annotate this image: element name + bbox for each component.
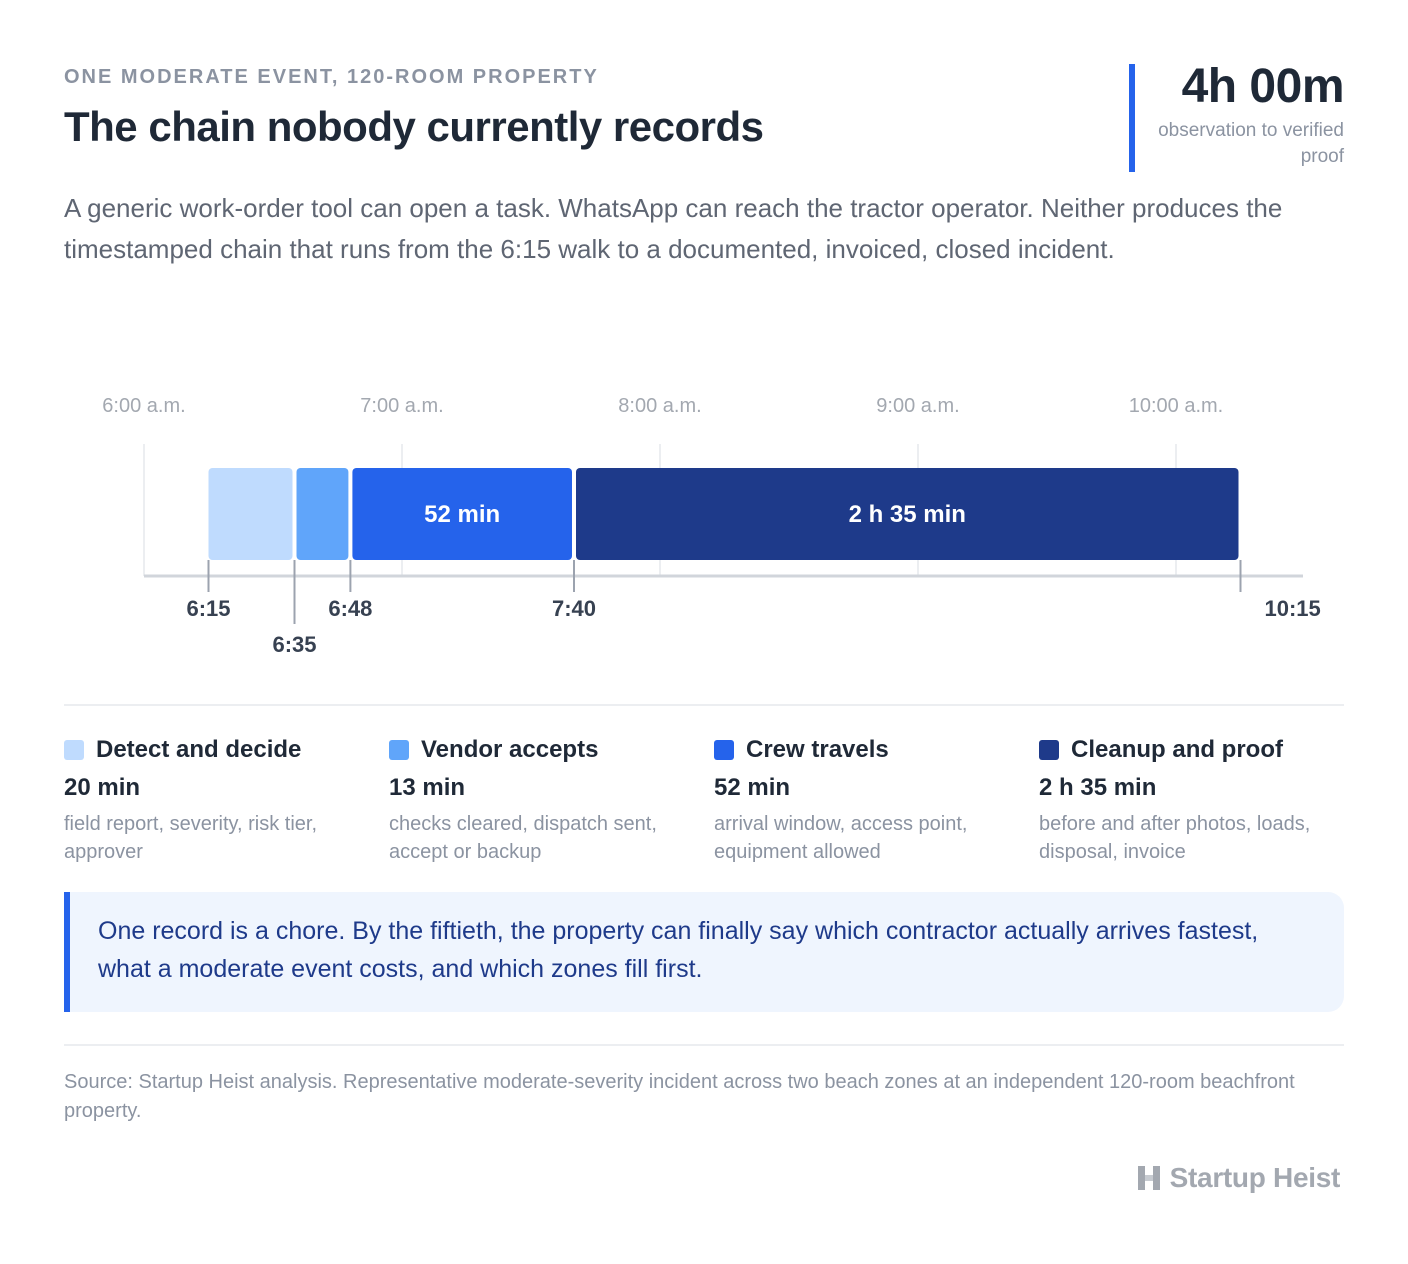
timeline-bar — [352, 468, 572, 560]
lede: A generic work-order tool can open a tas… — [64, 193, 1283, 264]
legend-duration: 52 min — [714, 774, 791, 801]
legend-head: Detect and decide — [64, 736, 389, 764]
bar-data-label: 2 h 35 min — [849, 501, 966, 528]
bar-data-label: 52 min — [424, 501, 500, 528]
legend-item: Vendor accepts 13 min checks cleared, di… — [389, 736, 714, 866]
legend-name: Crew travels — [746, 736, 889, 763]
legend-head: Vendor accepts — [389, 736, 714, 764]
axis-tick-label: 6:00 a.m. — [102, 395, 185, 417]
divider-bottom — [64, 1044, 1344, 1046]
axis-tick-label: 10:00 a.m. — [1129, 395, 1224, 417]
startup-heist-logo-icon — [1137, 1166, 1160, 1190]
legend-head: Crew travels — [714, 736, 1039, 764]
boundary-time-label: 6:15 — [186, 596, 230, 621]
legend-desc: before and after photos, loads, disposal… — [1039, 813, 1311, 863]
divider-top — [64, 704, 1344, 706]
boundary-time-label: 10:15 — [1265, 596, 1321, 621]
legend-name: Vendor accepts — [421, 736, 599, 763]
legend-head: Cleanup and proof — [1039, 736, 1364, 764]
timeline-bar — [296, 468, 349, 560]
boundary-time-label: 7:40 — [552, 596, 596, 621]
source-note: Source: Startup Heist analysis. Represen… — [64, 1071, 1295, 1122]
stat-value: 4h 00m — [1181, 60, 1345, 113]
axis-tick-label: 7:00 a.m. — [360, 395, 443, 417]
legend-name: Cleanup and proof — [1071, 736, 1283, 763]
legend-item: Crew travels 52 min arrival window, acce… — [714, 736, 1039, 866]
callout: One record is a chore. By the fiftieth, … — [64, 892, 1344, 1012]
legend-name: Detect and decide — [96, 736, 302, 763]
timeline-bar — [208, 468, 293, 560]
eyebrow: ONE MODERATE EVENT, 120-ROOM PROPERTY — [64, 66, 599, 88]
legend-duration: 20 min — [64, 774, 141, 801]
stat-caption: observation to verified proof — [1158, 120, 1344, 167]
boundary-time-label: 6:35 — [272, 632, 316, 657]
axis-tick-label: 9:00 a.m. — [876, 395, 959, 417]
legend-desc: arrival window, access point, equipment … — [714, 813, 968, 863]
brand: Startup Heist — [1136, 1162, 1340, 1194]
timeline-chart: 6:00 a.m. 7:00 a.m. 8:00 a.m. 9:00 a.m. 10:0… — [102, 395, 1321, 657]
boundary-time-label: 6:48 — [328, 596, 372, 621]
headline-stat: 4h 00m observation to verified proof — [1129, 60, 1345, 172]
legend-swatch — [64, 740, 84, 760]
legend-item: Cleanup and proof 2 h 35 min before and … — [1039, 736, 1364, 866]
brand-name: Startup Heist — [1169, 1162, 1341, 1193]
legend-duration: 13 min — [389, 774, 466, 801]
legend-duration: 2 h 35 min — [1039, 774, 1157, 801]
legend: Detect and decide 20 min field report, s… — [64, 736, 1364, 866]
legend-desc: checks cleared, dispatch sent, accept or… — [389, 813, 657, 863]
legend-swatch — [389, 740, 409, 760]
timeline-bar — [576, 468, 1239, 560]
legend-swatch — [1039, 740, 1059, 760]
callout-text: One record is a chore. By the fiftieth, … — [98, 917, 1259, 983]
legend-item: Detect and decide 20 min field report, s… — [64, 736, 389, 866]
legend-desc: field report, severity, risk tier, appro… — [64, 813, 318, 863]
legend-swatch — [714, 740, 734, 760]
page-title: The chain nobody currently records — [64, 103, 764, 150]
axis-tick-label: 8:00 a.m. — [618, 395, 701, 417]
